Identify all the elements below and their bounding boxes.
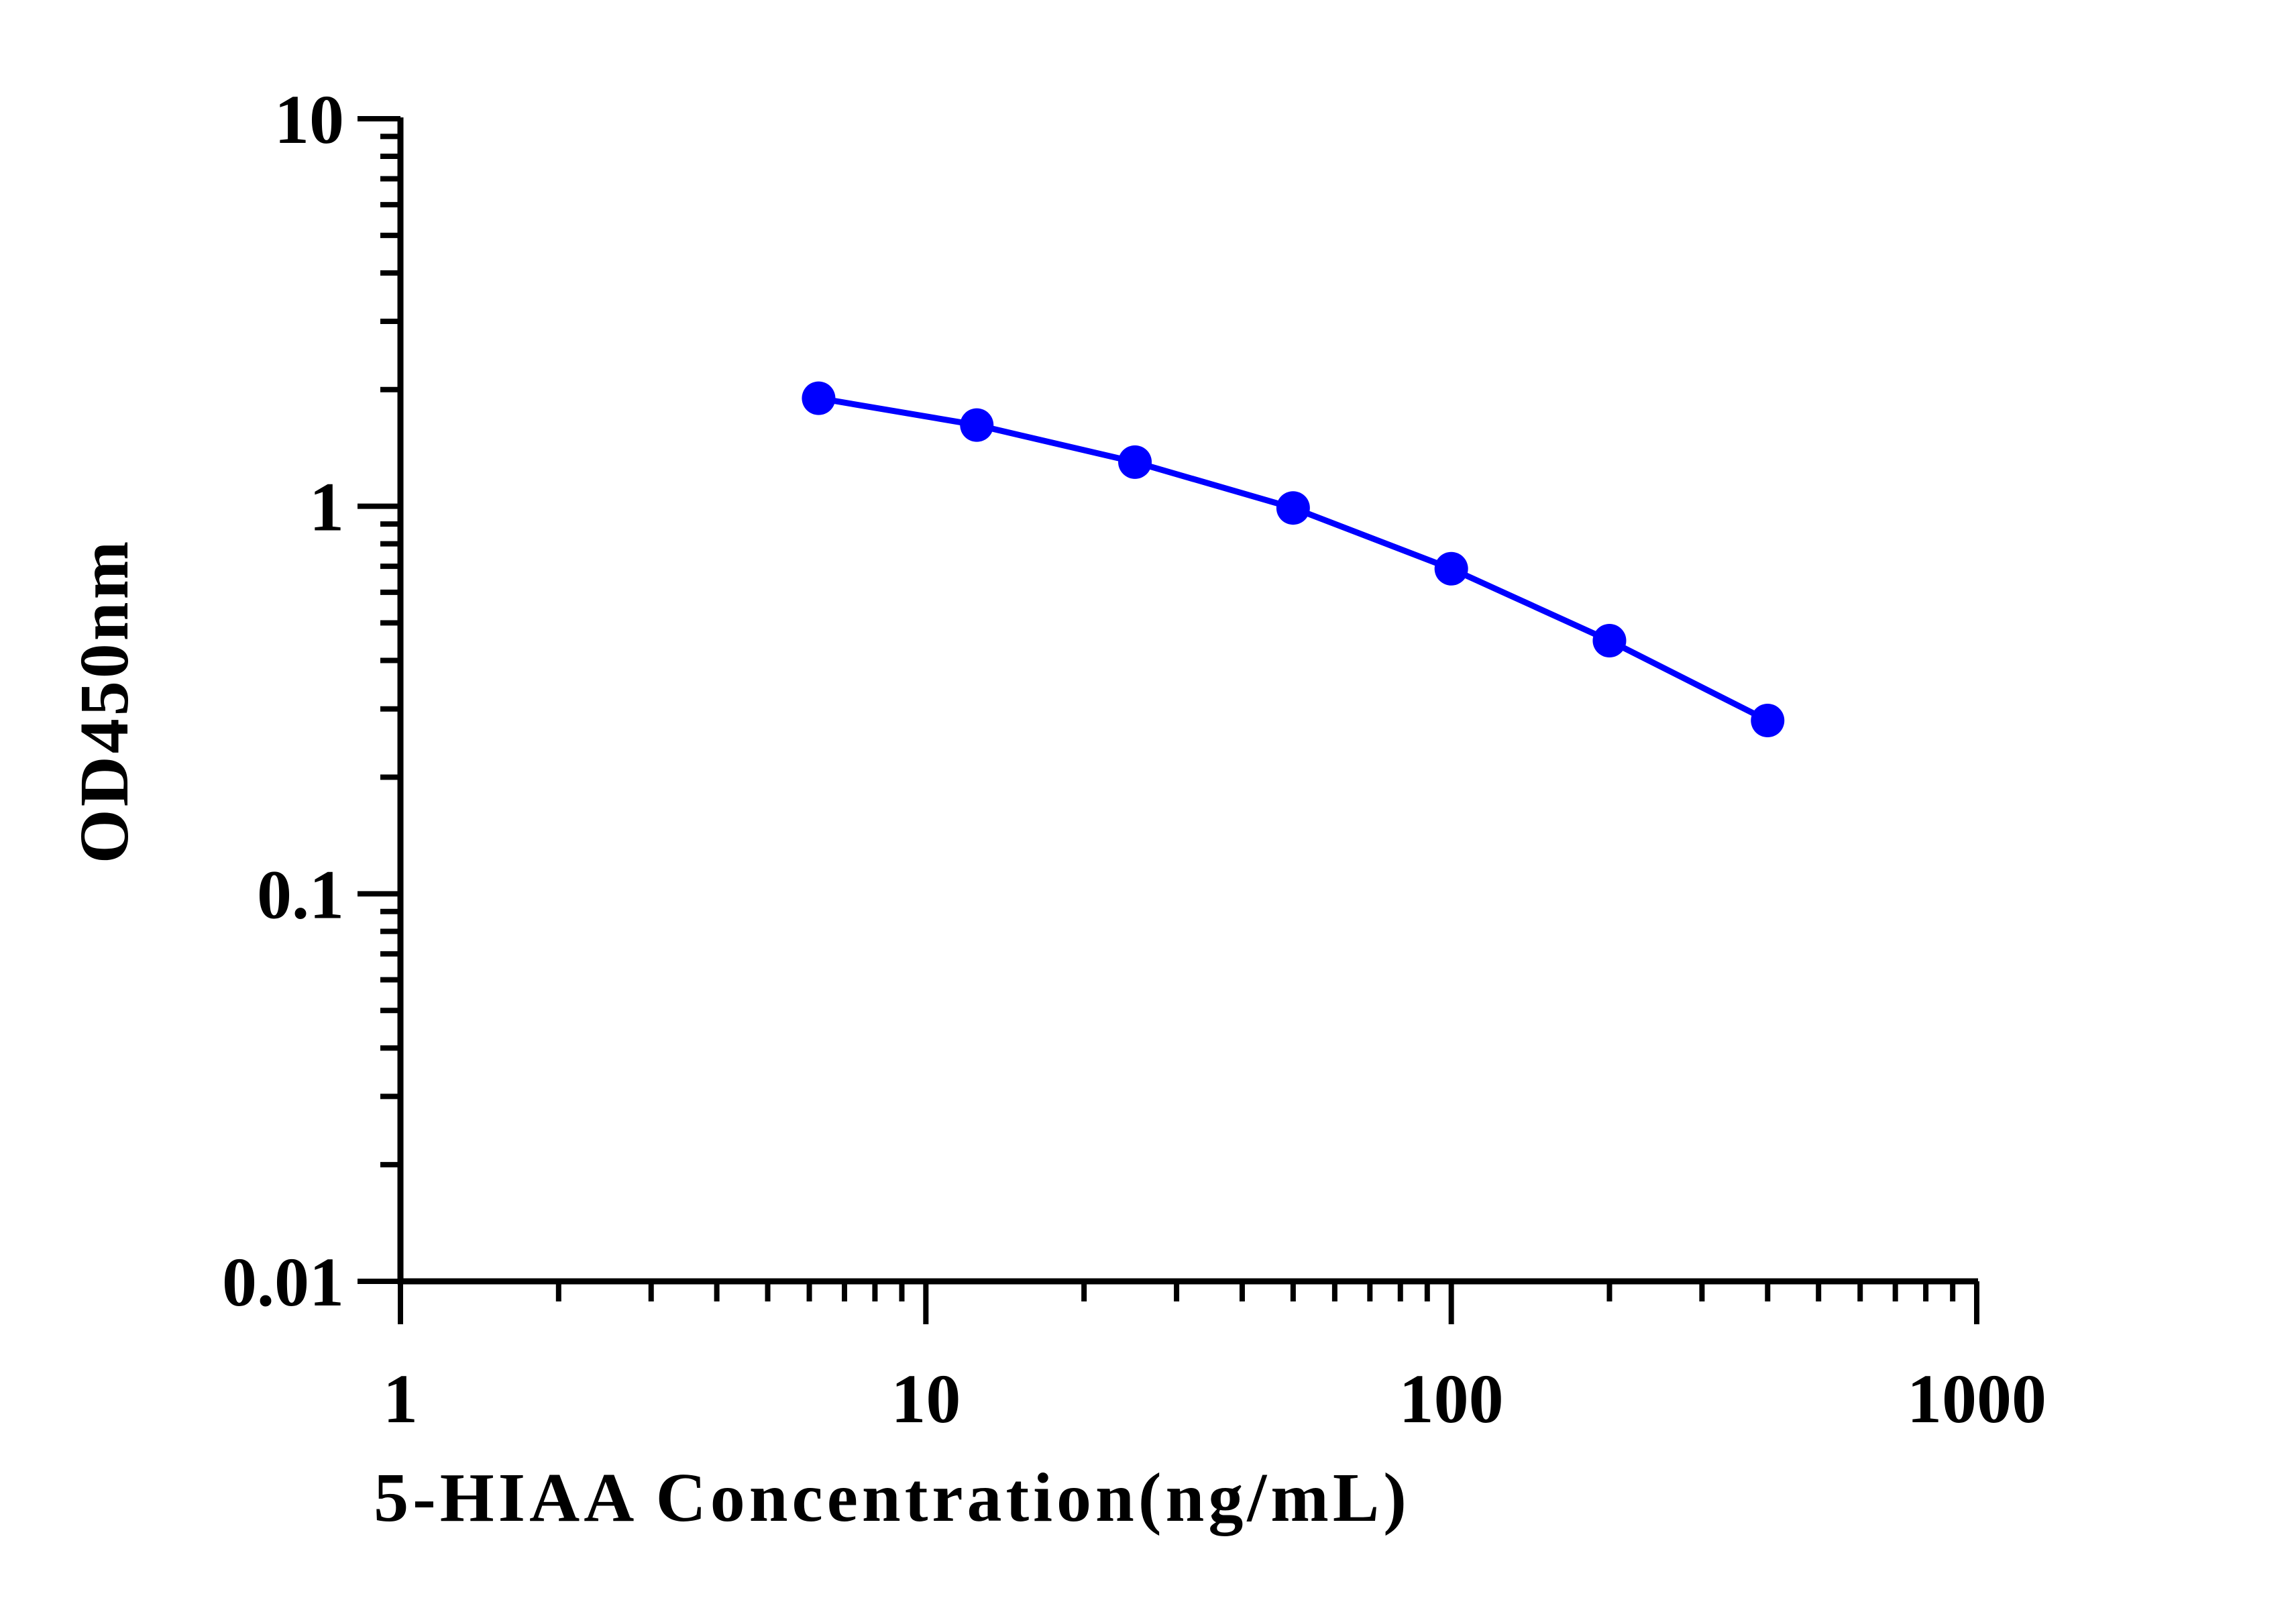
data-point bbox=[1751, 704, 1785, 738]
x-tick-label: 1 bbox=[383, 1360, 418, 1438]
y-tick-label: 0.1 bbox=[257, 856, 344, 933]
y-axis-title: OD450nm bbox=[66, 539, 143, 863]
data-point bbox=[1276, 491, 1310, 525]
data-point bbox=[1592, 623, 1627, 657]
y-axis-ticks bbox=[358, 116, 400, 1284]
data-point bbox=[802, 381, 836, 415]
x-tick-label: 10 bbox=[891, 1360, 961, 1438]
data-point bbox=[1434, 551, 1468, 586]
axes bbox=[397, 117, 1978, 1285]
series-line bbox=[818, 395, 1769, 724]
x-axis-tick-labels: 1 10 100 1000 bbox=[383, 1360, 2046, 1438]
x-tick-label: 100 bbox=[1399, 1360, 1504, 1438]
series-points bbox=[802, 381, 1785, 738]
y-tick-label: 0.01 bbox=[222, 1244, 344, 1321]
series-lines bbox=[818, 395, 1769, 724]
x-tick-label: 1000 bbox=[1907, 1360, 2046, 1438]
x-axis-title: 5-HIAA Concentration(ng/mL) bbox=[374, 1459, 1411, 1536]
y-tick-label: 1 bbox=[309, 469, 344, 546]
y-axis-tick-labels: 0.01 0.1 1 10 bbox=[222, 81, 344, 1321]
data-point bbox=[1118, 445, 1152, 479]
y-tick-label: 10 bbox=[274, 81, 344, 158]
data-point bbox=[960, 408, 994, 442]
x-axis-ticks bbox=[398, 1281, 1979, 1324]
